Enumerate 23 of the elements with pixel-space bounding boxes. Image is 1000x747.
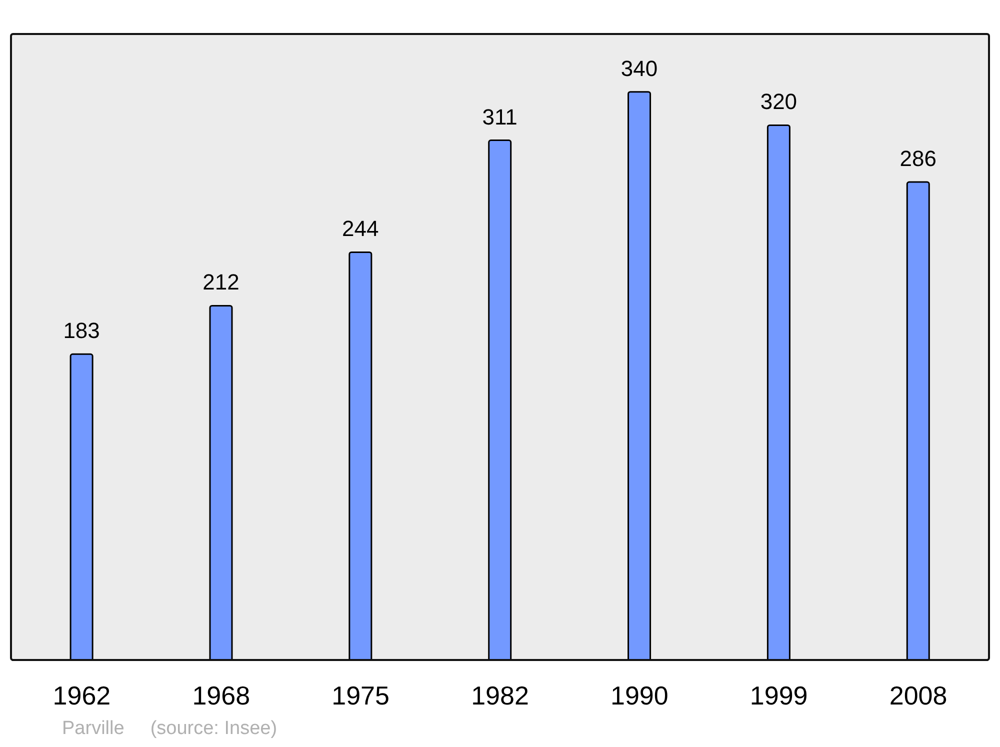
- bar: [70, 353, 94, 660]
- data-label: 212: [202, 270, 240, 295]
- bar: [488, 140, 512, 660]
- x-tick-label: 1975: [332, 680, 390, 710]
- data-label: 286: [900, 146, 936, 172]
- x-tick-label: 2008: [889, 680, 948, 710]
- bar: [906, 181, 930, 660]
- data-label: 244: [342, 216, 379, 242]
- x-tick-label: 1968: [192, 680, 250, 710]
- x-tick-label: 1999: [750, 680, 808, 710]
- x-tick-label: 1962: [52, 680, 111, 710]
- data-label: 320: [760, 89, 798, 114]
- data-label: 311: [482, 104, 518, 130]
- x-tick-label: 1982: [471, 680, 529, 710]
- bar: [209, 304, 233, 660]
- bar: [766, 124, 790, 660]
- data-label: 183: [63, 318, 100, 344]
- text: Parville: [62, 718, 124, 740]
- bar: [628, 91, 652, 660]
- x-tick-label: 1990: [610, 680, 668, 710]
- text: (source: Insee): [150, 718, 278, 740]
- bar: [348, 251, 372, 660]
- data-label: 340: [620, 56, 658, 81]
